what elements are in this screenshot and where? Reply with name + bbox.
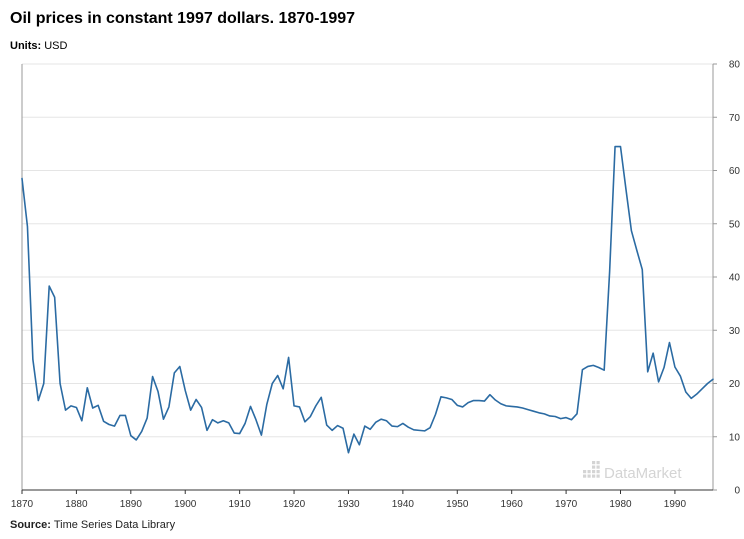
watermark-dot (596, 461, 600, 465)
y-tick-label: 70 (729, 113, 741, 124)
y-tick-label: 20 (729, 379, 741, 390)
watermark-text: DataMarket (604, 465, 682, 482)
watermark-dot (587, 470, 591, 474)
watermark-dot (592, 465, 596, 469)
x-tick-label: 1990 (664, 499, 687, 510)
watermark-dot (596, 470, 600, 474)
y-tick-label: 50 (729, 219, 741, 230)
y-tick-label: 0 (734, 486, 740, 497)
source-line: Source: Time Series Data Library (10, 519, 175, 531)
units-value: USD (44, 40, 68, 52)
y-tick-label: 80 (729, 60, 741, 71)
y-tick-label: 40 (729, 273, 741, 284)
x-tick-label: 1910 (229, 499, 252, 510)
watermark-dot (587, 474, 591, 478)
axes: 0 10 20 30 40 50 60 70 80 1870 1880 1890 1900 1910 192… (11, 60, 741, 511)
x-tick-label: 1920 (283, 499, 306, 510)
x-tick-label: 1960 (501, 499, 524, 510)
watermark-dot (583, 470, 587, 474)
watermark-dot (592, 461, 596, 465)
oil-price-series-line (21, 145, 714, 454)
y-tick-label: 10 (729, 432, 741, 443)
x-tick-label: 1870 (11, 499, 34, 510)
datamarket-watermark: DataMarket (583, 461, 682, 482)
x-tick-label: 1950 (446, 499, 469, 510)
x-tick-label: 1880 (65, 499, 88, 510)
x-tick-label: 1900 (174, 499, 197, 510)
y-tick-label: 60 (729, 166, 741, 177)
x-tick-label: 1970 (555, 499, 578, 510)
watermark-dot (592, 470, 596, 474)
chart-title: Oil prices in constant 1997 dollars. 187… (10, 10, 356, 27)
watermark-dot (592, 474, 596, 478)
source-label: Source: (10, 519, 51, 531)
watermark-dot (596, 474, 600, 478)
y-tick-label: 30 (729, 326, 741, 337)
units-line: Units: USD (10, 40, 67, 52)
x-tick-label: 1940 (392, 499, 415, 510)
watermark-dot (596, 465, 600, 469)
x-tick-label: 1890 (120, 499, 143, 510)
series-layer (21, 145, 714, 454)
gridlines (22, 63, 713, 438)
units-label: Units: (10, 40, 42, 52)
watermark-dot (583, 474, 587, 478)
x-tick-label: 1980 (609, 499, 632, 510)
source-value: Time Series Data Library (53, 519, 176, 531)
x-tick-label: 1930 (337, 499, 360, 510)
